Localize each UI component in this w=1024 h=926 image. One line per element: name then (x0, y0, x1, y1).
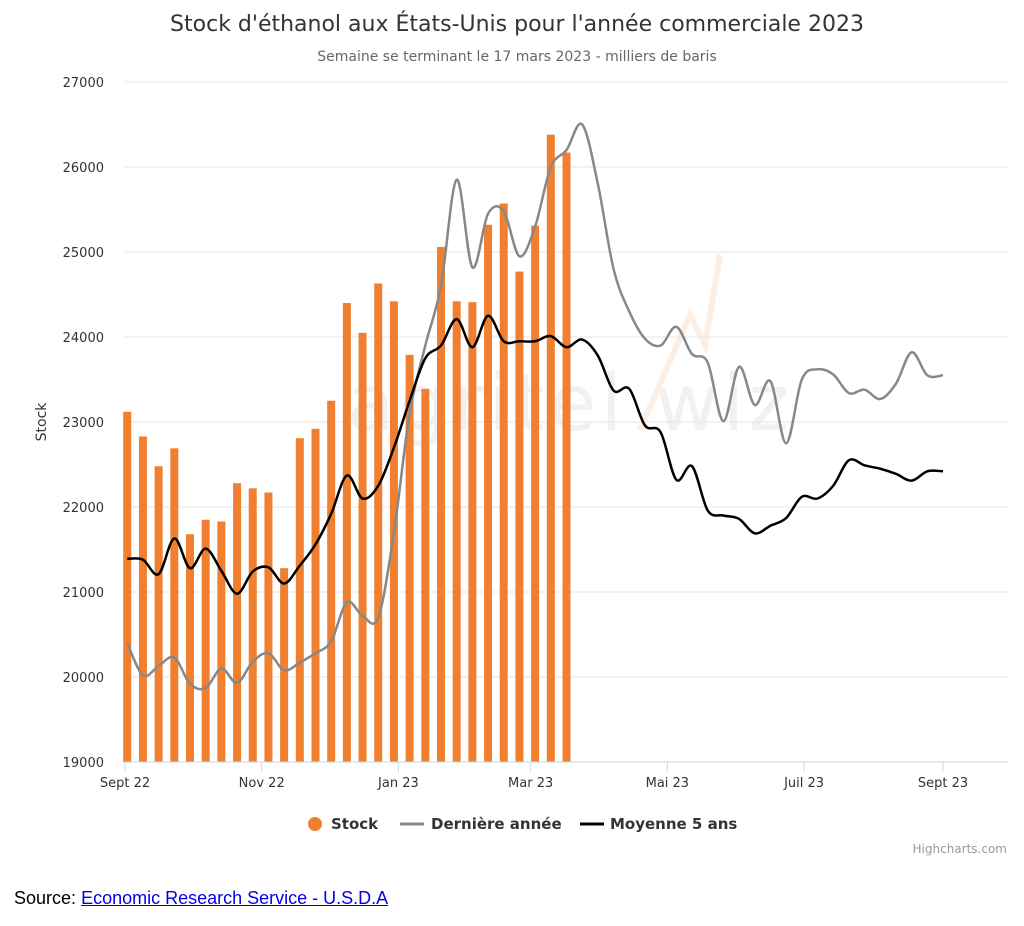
source-line: Source: Economic Research Service - U.S.… (14, 888, 388, 909)
stock-bar[interactable] (405, 354, 414, 762)
stock-bar[interactable] (154, 466, 163, 762)
stock-bar[interactable] (311, 428, 320, 762)
y-tick-label: 26000 (63, 161, 104, 176)
y-tick-label: 25000 (63, 246, 104, 261)
stock-bar[interactable] (123, 411, 132, 762)
series-lines (126, 122, 944, 691)
stock-bars (123, 134, 571, 763)
y-tick-label: 21000 (63, 586, 104, 601)
legend-item-stock[interactable]: Stock (308, 815, 379, 833)
legend-stock-label: Stock (331, 815, 379, 833)
legend: Stock Dernière année Moyenne 5 ans (308, 815, 737, 833)
legend-stock-symbol (308, 817, 322, 831)
y-tick-label: 24000 (63, 331, 104, 346)
ethanol-stock-chart: Stock d'éthanol aux États-Unis pour l'an… (34, 11, 1008, 856)
stock-bar[interactable] (499, 203, 508, 763)
stock-bar[interactable] (484, 224, 493, 763)
x-tick-label: Jan 23 (377, 776, 419, 791)
stock-bar[interactable] (295, 438, 304, 762)
x-tick-label: Juil 23 (783, 776, 824, 791)
stock-bar[interactable] (546, 134, 555, 762)
y-axis-title: Stock (34, 402, 50, 442)
source-link[interactable]: Economic Research Service - U.S.D.A (81, 888, 389, 908)
legend-avg5-label: Moyenne 5 ans (610, 815, 737, 833)
stock-bar[interactable] (421, 388, 430, 762)
chart-container: Stock d'éthanol aux États-Unis pour l'an… (34, 11, 1008, 856)
stock-bar[interactable] (562, 152, 571, 763)
source-label: Source: (14, 888, 77, 908)
y-tick-label: 27000 (63, 76, 104, 91)
y-tick-label: 23000 (63, 416, 104, 431)
chart-title: Stock d'éthanol aux États-Unis pour l'an… (170, 11, 864, 37)
five-year-average-line[interactable] (127, 314, 944, 595)
stock-bar[interactable] (358, 332, 367, 762)
last-year-line[interactable] (126, 122, 944, 691)
stock-bar[interactable] (342, 303, 351, 762)
stock-bar[interactable] (201, 519, 210, 762)
chart-subtitle: Semaine se terminant le 17 mars 2023 - m… (317, 49, 717, 65)
y-tick-label: 22000 (63, 501, 104, 516)
stock-bar[interactable] (280, 568, 289, 762)
stock-bar[interactable] (531, 225, 540, 762)
stock-bar[interactable] (436, 246, 445, 762)
stock-bar[interactable] (217, 521, 226, 762)
x-tick-label: Mai 23 (646, 776, 689, 791)
stock-bar[interactable] (327, 400, 336, 762)
highcharts-credit[interactable]: Highcharts.com (913, 842, 1007, 856)
stock-bar[interactable] (264, 492, 273, 762)
x-tick-label: Mar 23 (508, 776, 553, 791)
y-tick-label: 19000 (63, 756, 104, 771)
stock-bar[interactable] (452, 301, 461, 762)
legend-item-last-year[interactable]: Dernière année (400, 815, 562, 833)
stock-bar[interactable] (248, 488, 257, 762)
x-tick-label: Nov 22 (239, 776, 285, 791)
x-axis: Sept 22 Nov 22 Jan 23 Mar 23 Mai 23 Juil 23 Se… (100, 761, 1008, 791)
stock-bar[interactable] (185, 534, 194, 762)
stock-bar[interactable] (515, 271, 524, 762)
y-axis: 19000 20000 21000 22000 23000 24000 25000 26000… (63, 76, 104, 771)
stock-bar[interactable] (138, 436, 147, 762)
legend-last-year-label: Dernière année (431, 815, 562, 833)
stock-bar[interactable] (233, 483, 242, 762)
y-tick-label: 20000 (63, 671, 104, 686)
legend-item-avg5[interactable]: Moyenne 5 ans (580, 815, 737, 833)
x-tick-label: Sept 23 (918, 776, 968, 791)
stock-bar[interactable] (468, 302, 477, 762)
stock-bar[interactable] (170, 448, 179, 762)
x-tick-label: Sept 22 (100, 776, 150, 791)
stock-bar[interactable] (374, 283, 383, 762)
